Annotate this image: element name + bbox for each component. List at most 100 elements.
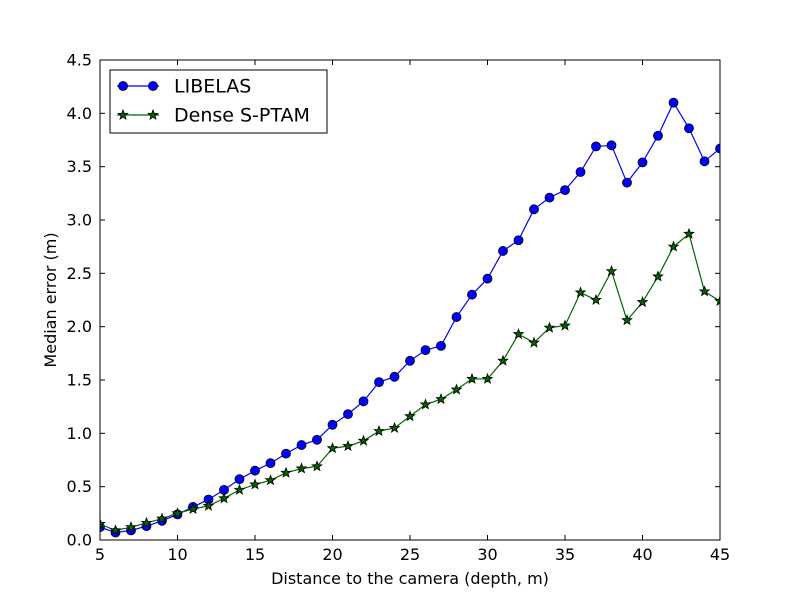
data-point-dense-s-ptam bbox=[187, 502, 199, 515]
data-point-libelas bbox=[467, 289, 477, 300]
data-point-libelas bbox=[591, 141, 601, 152]
data-point-dense-s-ptam bbox=[466, 372, 478, 384]
data-point-libelas bbox=[250, 465, 260, 476]
data-point-libelas bbox=[265, 458, 276, 469]
x-tick-label: 10 bbox=[167, 545, 187, 564]
x-tick-label: 5 bbox=[95, 545, 105, 564]
data-point-libelas bbox=[544, 192, 555, 203]
data-point-libelas bbox=[653, 130, 663, 141]
plot-layer bbox=[100, 97, 720, 538]
x-tick-label: 20 bbox=[322, 545, 342, 564]
data-point-libelas bbox=[482, 273, 493, 284]
legend-entries: LIBELAS Dense S-PTAM bbox=[117, 76, 310, 127]
data-point-dense-s-ptam bbox=[528, 336, 540, 348]
data-point-dense-s-ptam bbox=[621, 314, 633, 326]
legend-marker-libelas bbox=[148, 81, 158, 91]
x-axis-label: Distance to the camera (depth, m) bbox=[271, 569, 549, 588]
y-tick-label: 4.0 bbox=[67, 104, 92, 123]
data-point-dense-s-ptam bbox=[652, 270, 664, 282]
data-point-libelas bbox=[389, 371, 400, 382]
data-point-libelas bbox=[513, 235, 524, 246]
data-point-libelas bbox=[405, 355, 415, 366]
data-point-dense-s-ptam bbox=[590, 293, 602, 305]
x-tick-label: 35 bbox=[555, 545, 575, 564]
data-point-dense-s-ptam bbox=[280, 466, 292, 478]
data-point-dense-s-ptam bbox=[574, 286, 587, 298]
data-point-dense-s-ptam bbox=[419, 398, 432, 410]
y-tick-label: 3.0 bbox=[67, 211, 92, 230]
data-point-libelas bbox=[622, 177, 632, 188]
data-point-dense-s-ptam bbox=[450, 383, 463, 395]
data-point-dense-s-ptam bbox=[202, 499, 215, 511]
data-point-libelas bbox=[343, 409, 353, 420]
data-point-libelas bbox=[312, 434, 322, 445]
legend-marker-libelas bbox=[118, 81, 128, 91]
data-point-dense-s-ptam bbox=[388, 421, 401, 433]
data-point-libelas bbox=[420, 345, 431, 356]
data-point-libelas bbox=[699, 156, 710, 167]
data-point-libelas bbox=[296, 440, 307, 450]
data-point-dense-s-ptam bbox=[218, 492, 230, 504]
data-point-dense-s-ptam bbox=[636, 295, 649, 308]
y-tick-label: 1.0 bbox=[67, 424, 92, 443]
data-point-dense-s-ptam bbox=[435, 393, 447, 405]
data-point-dense-s-ptam bbox=[605, 265, 618, 277]
legend-box bbox=[109, 69, 328, 134]
data-point-libelas bbox=[529, 204, 539, 215]
y-tick-label: 2.0 bbox=[67, 317, 92, 336]
legend-marker-dense-s-ptam bbox=[147, 108, 159, 120]
data-point-dense-s-ptam bbox=[667, 240, 680, 252]
data-point-dense-s-ptam bbox=[683, 227, 695, 239]
y-tick-label: 2.5 bbox=[67, 264, 92, 283]
data-point-libelas bbox=[374, 377, 384, 388]
data-point-libelas bbox=[560, 185, 570, 196]
data-point-dense-s-ptam bbox=[714, 294, 720, 307]
data-point-dense-s-ptam bbox=[233, 483, 246, 495]
data-point-dense-s-ptam bbox=[404, 410, 416, 422]
data-point-dense-s-ptam bbox=[109, 524, 122, 536]
data-point-dense-s-ptam bbox=[140, 516, 153, 528]
data-point-dense-s-ptam bbox=[156, 512, 168, 524]
data-point-dense-s-ptam bbox=[249, 478, 261, 490]
data-point-libelas bbox=[451, 312, 462, 322]
data-point-dense-s-ptam bbox=[311, 460, 323, 472]
data-point-libelas bbox=[715, 143, 720, 154]
data-point-libelas bbox=[575, 167, 586, 177]
data-point-libelas bbox=[606, 140, 617, 151]
y-tick-label: 1.5 bbox=[67, 371, 92, 390]
data-point-libelas bbox=[327, 419, 338, 430]
ticks-layer: 5 10 15 20 25 30 35 40 45 0.0 0.5 1.0 1.5 2.0 2.5 3.0 3.… bbox=[67, 51, 731, 565]
y-tick-label: 0.0 bbox=[67, 531, 92, 550]
data-point-libelas bbox=[234, 474, 245, 485]
data-point-libelas bbox=[684, 123, 694, 134]
legend: LIBELAS Dense S-PTAM bbox=[109, 69, 328, 134]
y-tick-label: 4.5 bbox=[67, 51, 92, 70]
legend-label-dense-s-ptam: Dense S-PTAM bbox=[174, 105, 310, 127]
legend-label-libelas: LIBELAS bbox=[174, 76, 251, 98]
data-point-dense-s-ptam bbox=[100, 517, 106, 529]
data-point-dense-s-ptam bbox=[171, 507, 184, 519]
data-point-dense-s-ptam bbox=[497, 354, 509, 366]
data-point-dense-s-ptam bbox=[295, 462, 308, 474]
y-tick-label: 3.5 bbox=[67, 157, 92, 176]
data-point-libelas bbox=[436, 340, 446, 351]
data-point-libelas bbox=[358, 396, 369, 407]
data-point-dense-s-ptam bbox=[512, 327, 525, 340]
legend-marker-dense-s-ptam bbox=[117, 108, 129, 120]
x-tick-label: 30 bbox=[477, 545, 497, 564]
data-point-dense-s-ptam bbox=[698, 285, 711, 297]
data-point-libelas bbox=[498, 246, 508, 256]
y-tick-label: 0.5 bbox=[67, 477, 92, 496]
y-axis-label: Median error (m) bbox=[41, 232, 60, 367]
data-point-dense-s-ptam bbox=[342, 439, 354, 452]
data-point-libelas bbox=[668, 97, 679, 108]
x-tick-label: 40 bbox=[632, 545, 652, 564]
data-point-dense-s-ptam bbox=[326, 442, 339, 454]
data-point-dense-s-ptam bbox=[559, 319, 571, 331]
data-point-dense-s-ptam bbox=[357, 434, 370, 446]
data-point-dense-s-ptam bbox=[373, 425, 385, 437]
x-tick-label: 45 bbox=[710, 545, 730, 564]
data-point-libelas bbox=[637, 157, 648, 168]
data-point-dense-s-ptam bbox=[481, 372, 494, 384]
